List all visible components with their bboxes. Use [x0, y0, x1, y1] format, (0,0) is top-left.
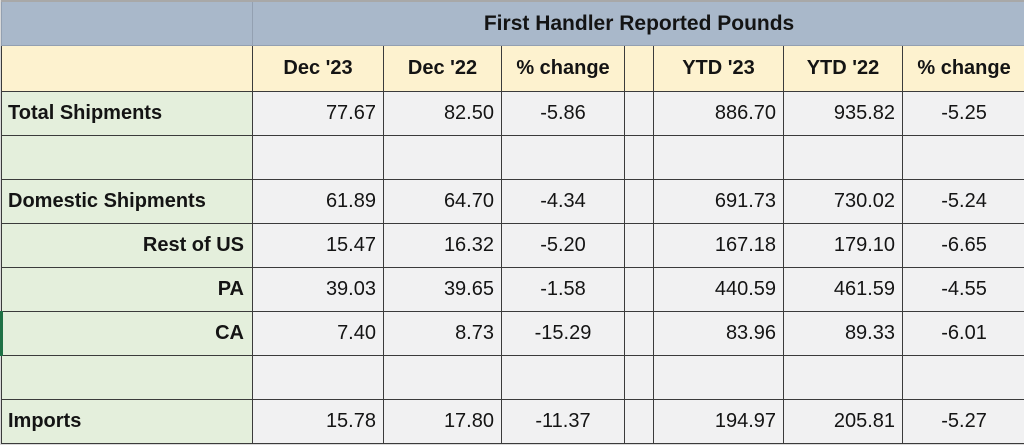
data-cell-ytd22: 179.10: [783, 222, 903, 268]
page-title: First Handler Reported Pounds: [251, 0, 1024, 46]
col-header-pct-change-month: % change: [501, 44, 625, 92]
data-cell-ytd22: 89.33: [783, 310, 903, 356]
row-rest-of-us: Rest of US 15.47 16.32 -5.20 167.18 179.…: [1, 222, 1024, 268]
spacer-cell: [624, 266, 654, 312]
data-cell-pct-change-ytd: -5.25: [901, 90, 1024, 136]
data-cell-ytd23: [653, 134, 784, 180]
data-cell-dec22: [383, 354, 502, 400]
data-cell-ytd23: 886.70: [653, 90, 784, 136]
data-cell-pct-change-month: -5.86: [501, 90, 625, 136]
data-cell-ytd23: 440.59: [653, 266, 784, 312]
col-header-ytd23: YTD '23: [653, 44, 784, 92]
spacer-cell: [624, 178, 654, 224]
data-cell-pct-change-month: -15.29: [501, 310, 625, 356]
row-label: Imports: [1, 398, 253, 444]
col-header-ytd22: YTD '22: [783, 44, 903, 92]
row-domestic-shipments: Domestic Shipments 61.89 64.70 -4.34 691…: [1, 178, 1024, 224]
spacer-cell: [624, 134, 654, 180]
col-header-dec22: Dec '22: [383, 44, 502, 92]
row-label: CA: [0, 310, 253, 356]
row-label: PA: [1, 266, 253, 312]
row-label: [1, 354, 253, 400]
data-cell-dec23: 15.78: [252, 398, 384, 444]
col-header-dec23: Dec '23: [252, 44, 384, 92]
row-blank-1: [1, 134, 1024, 180]
data-cell-pct-change-month: -5.20: [501, 222, 625, 268]
data-cell-dec23: 39.03: [252, 266, 384, 312]
data-cell-dec23: [252, 134, 384, 180]
col-header-pct-change-ytd: % change: [901, 44, 1024, 92]
data-cell-dec22: 82.50: [383, 90, 502, 136]
row-label-header-cell: [1, 44, 253, 92]
data-cell-dec22: 39.65: [383, 266, 502, 312]
corner-cell: [1, 0, 253, 46]
spacer-cell: [624, 398, 654, 444]
data-cell-dec22: 16.32: [383, 222, 502, 268]
data-cell-pct-change-ytd: -5.27: [901, 398, 1024, 444]
data-cell-dec23: 15.47: [252, 222, 384, 268]
data-cell-ytd22: [783, 134, 903, 180]
data-cell-ytd22: 935.82: [783, 90, 903, 136]
data-cell-dec22: 17.80: [383, 398, 502, 444]
data-cell-ytd23: 167.18: [653, 222, 784, 268]
data-cell-ytd22: 461.59: [783, 266, 903, 312]
row-label: Rest of US: [1, 222, 253, 268]
row-label: Total Shipments: [1, 90, 253, 136]
row-pa: PA 39.03 39.65 -1.58 440.59 461.59 -4.55: [1, 266, 1024, 312]
data-cell-pct-change-ytd: [901, 354, 1024, 400]
row-imports: Imports 15.78 17.80 -11.37 194.97 205.81…: [1, 398, 1024, 444]
data-cell-pct-change-month: -11.37: [501, 398, 625, 444]
spacer-cell: [624, 310, 654, 356]
data-cell-ytd22: 730.02: [783, 178, 903, 224]
row-total-shipments: Total Shipments 77.67 82.50 -5.86 886.70…: [1, 90, 1024, 136]
row-label: [1, 134, 253, 180]
data-cell-pct-change-ytd: -6.01: [901, 310, 1024, 356]
data-cell-pct-change-month: [501, 354, 625, 400]
data-cell-pct-change-month: [501, 134, 625, 180]
data-cell-pct-change-month: -1.58: [501, 266, 625, 312]
spacer-cell: [624, 222, 654, 268]
spacer-cell: [624, 354, 654, 400]
data-cell-pct-change-month: -4.34: [501, 178, 625, 224]
data-cell-pct-change-ytd: -6.65: [901, 222, 1024, 268]
data-cell-dec23: [252, 354, 384, 400]
row-label: Domestic Shipments: [1, 178, 253, 224]
data-cell-pct-change-ytd: [901, 134, 1024, 180]
spacer-header-cell: [624, 44, 654, 92]
data-cell-pct-change-ytd: -4.55: [901, 266, 1024, 312]
data-cell-ytd23: 691.73: [653, 178, 784, 224]
data-cell-pct-change-ytd: -5.24: [901, 178, 1024, 224]
data-cell-dec23: 61.89: [252, 178, 384, 224]
spacer-cell: [624, 90, 654, 136]
row-ca: CA 7.40 8.73 -15.29 83.96 89.33 -6.01: [0, 310, 1024, 356]
data-cell-ytd22: 205.81: [783, 398, 903, 444]
row-blank-2: [1, 354, 1024, 400]
data-cell-ytd23: 83.96: [653, 310, 784, 356]
column-header-row: Dec '23 Dec '22 % change YTD '23 YTD '22…: [1, 44, 1024, 92]
title-row: First Handler Reported Pounds: [1, 0, 1024, 46]
data-cell-dec22: 64.70: [383, 178, 502, 224]
data-cell-ytd23: [653, 354, 784, 400]
data-cell-ytd22: [783, 354, 903, 400]
data-cell-ytd23: 194.97: [653, 398, 784, 444]
data-cell-dec22: [383, 134, 502, 180]
data-cell-dec23: 7.40: [252, 310, 384, 356]
data-cell-dec22: 8.73: [383, 310, 502, 356]
data-cell-dec23: 77.67: [252, 90, 384, 136]
